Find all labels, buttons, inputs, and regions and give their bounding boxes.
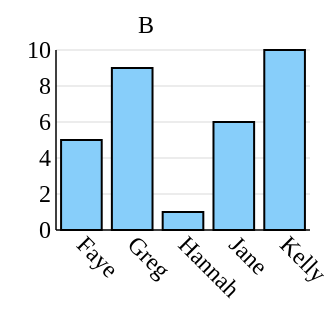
y-tick-labels: 0 2 4 6 8 10 — [27, 38, 51, 244]
y-tick-label: 2 — [39, 182, 51, 208]
chart-title: B — [138, 13, 154, 39]
y-tick-label: 10 — [27, 38, 51, 64]
bars — [61, 50, 305, 230]
bar-hannah — [163, 212, 204, 230]
x-tick-label: Greg — [122, 232, 174, 284]
bar-kelly — [264, 50, 305, 230]
x-tick-label: Kelly — [274, 232, 327, 288]
bar-jane — [213, 122, 254, 230]
y-tick-label: 4 — [39, 146, 51, 172]
y-tick-label: 8 — [39, 74, 51, 100]
x-tick-label: Faye — [71, 232, 122, 283]
y-tick-label: 0 — [39, 218, 51, 244]
bar-greg — [112, 68, 153, 230]
y-tick-label: 6 — [39, 110, 51, 136]
bar-faye — [61, 140, 102, 230]
